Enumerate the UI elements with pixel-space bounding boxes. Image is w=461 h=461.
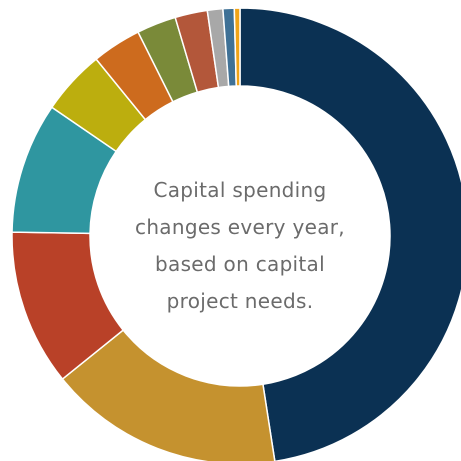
- donut-slice-11: [233, 7, 241, 87]
- center-caption-line-4: project needs.: [166, 289, 314, 313]
- donut-slice-1: [239, 7, 461, 461]
- center-caption-line-1: Capital spending: [153, 178, 327, 202]
- center-caption-line-3: based on capital: [155, 252, 325, 276]
- center-caption-line-2: changes every year,: [135, 215, 345, 239]
- center-caption: Capital spending changes every year, bas…: [130, 172, 350, 320]
